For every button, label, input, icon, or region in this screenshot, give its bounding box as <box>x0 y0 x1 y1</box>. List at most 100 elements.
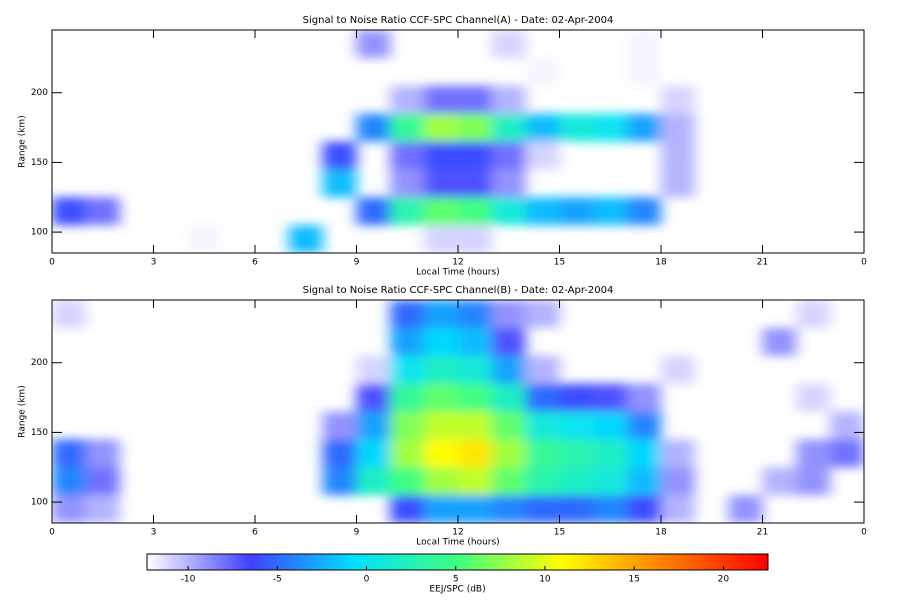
x-tick-label: 18 <box>655 528 667 538</box>
cell <box>627 439 661 468</box>
cell <box>390 141 425 170</box>
cell <box>458 383 492 412</box>
cell <box>52 439 86 468</box>
cell <box>491 411 526 440</box>
cell <box>796 467 831 496</box>
cell <box>424 141 458 170</box>
cell <box>593 113 628 142</box>
colorbar-tick-label: 0 <box>364 575 370 585</box>
cell <box>458 141 492 170</box>
y-tick-label: 150 <box>31 428 48 438</box>
cell <box>458 495 492 523</box>
cell <box>424 225 458 253</box>
cell <box>322 467 357 496</box>
cell <box>85 495 120 523</box>
x-tick-label: 9 <box>354 528 360 538</box>
cell <box>424 300 458 328</box>
cell <box>322 141 357 170</box>
cell <box>458 355 492 384</box>
cell <box>559 197 594 226</box>
cell <box>52 197 86 226</box>
cell <box>491 495 526 523</box>
cell <box>458 467 492 496</box>
cell <box>491 467 526 496</box>
cell <box>525 411 560 440</box>
cell <box>424 85 458 114</box>
cell <box>424 197 458 226</box>
cell <box>661 467 695 496</box>
x-tick-label: 0 <box>861 258 867 268</box>
cell <box>796 300 831 328</box>
cell <box>356 355 391 384</box>
cell <box>661 439 695 468</box>
cell <box>390 300 425 328</box>
cell <box>525 383 560 412</box>
cell <box>356 439 391 468</box>
cell <box>525 467 560 496</box>
cell <box>491 383 526 412</box>
y-axis-label: Range (km) <box>18 385 28 437</box>
cell <box>830 411 864 440</box>
cell <box>356 467 391 496</box>
cell <box>491 141 526 170</box>
y-tick-label: 100 <box>31 228 48 238</box>
cell <box>458 113 492 142</box>
y-axis-label: Range (km) <box>18 115 28 167</box>
x-tick-label: 6 <box>252 528 258 538</box>
cell <box>424 411 458 440</box>
cell <box>52 467 86 496</box>
x-tick-label: 0 <box>49 528 55 538</box>
cell <box>288 225 323 253</box>
cell <box>322 439 357 468</box>
cell <box>491 113 526 142</box>
cell <box>85 197 120 226</box>
cell <box>491 355 526 384</box>
cell <box>424 467 458 496</box>
colorbar-tick-label: 15 <box>628 575 639 585</box>
cell <box>661 355 695 384</box>
cell <box>390 327 425 356</box>
cell <box>661 141 695 170</box>
cell <box>322 169 357 198</box>
cell <box>491 300 526 328</box>
cell <box>796 439 831 468</box>
cell <box>458 300 492 328</box>
cell <box>525 439 560 468</box>
cell <box>356 411 391 440</box>
cell <box>424 355 458 384</box>
colorbar-tick-label: -5 <box>273 575 282 585</box>
cell <box>458 439 492 468</box>
cell <box>390 495 425 523</box>
cell <box>491 85 526 114</box>
cell <box>390 383 425 412</box>
cell <box>390 85 425 114</box>
cell <box>458 225 492 253</box>
cell <box>661 85 695 114</box>
cell <box>458 411 492 440</box>
colorbar-tick-label: 10 <box>539 575 551 585</box>
x-tick-label: 15 <box>554 258 565 268</box>
cell <box>525 495 560 523</box>
x-tick-label: 18 <box>655 258 667 268</box>
cell <box>458 197 492 226</box>
colorbar-tick-label: 20 <box>718 575 730 585</box>
cell <box>85 467 120 496</box>
cell <box>187 225 222 253</box>
chart-title: Signal to Noise Ratio CCF-SPC Channel(A)… <box>303 15 614 26</box>
cell <box>390 113 425 142</box>
colorbar <box>146 553 769 571</box>
heatmap-blur <box>52 300 864 523</box>
cell <box>627 197 661 226</box>
cell <box>796 383 831 412</box>
cell <box>424 113 458 142</box>
cell <box>491 169 526 198</box>
y-tick-label: 100 <box>31 498 48 508</box>
cell <box>424 439 458 468</box>
cell <box>593 439 628 468</box>
cell <box>356 113 391 142</box>
cell <box>830 439 864 468</box>
cell <box>390 411 425 440</box>
cell <box>762 327 797 356</box>
y-tick-label: 200 <box>31 88 48 98</box>
